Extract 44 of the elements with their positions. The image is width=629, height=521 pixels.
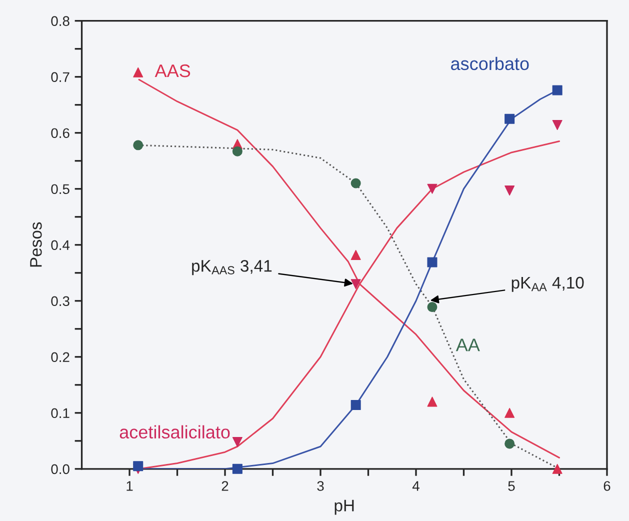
point: [552, 85, 562, 96]
y-tick-label: 0.6: [51, 128, 70, 138]
point: [350, 279, 361, 290]
x-tick-label: 5: [508, 481, 515, 491]
y-tick-label: 0.8: [51, 16, 70, 26]
point: [504, 408, 515, 418]
point: [427, 396, 438, 407]
x-tick-label: 4: [412, 481, 420, 491]
annotation: pK$_{AA}$ 4,10: [512, 276, 584, 292]
y-tick-label: 0.7: [51, 72, 70, 82]
y-axis-title: Pesos: [30, 222, 42, 267]
annotation: pK$_{AAS}$ 3,41: [192, 260, 272, 276]
x-tick-label: 1: [126, 481, 133, 491]
x-tick-label: 3: [317, 481, 324, 491]
series-label: acetilsalicilato: [120, 425, 230, 439]
point: [504, 114, 515, 124]
point: [133, 140, 144, 150]
y-tick-label: 0.0: [51, 464, 70, 474]
point: [427, 257, 438, 268]
point: [427, 302, 438, 312]
point: [350, 400, 361, 410]
point: [552, 120, 562, 130]
y-tick-label: 0.2: [51, 352, 70, 362]
point: [504, 186, 515, 196]
x-tick-label: 6: [604, 481, 610, 491]
point: [504, 438, 515, 449]
point: [232, 146, 242, 156]
point: [350, 250, 361, 260]
point: [552, 464, 562, 474]
y-tick-label: 0.4: [51, 240, 70, 250]
y-tick-label: 0.1: [51, 408, 70, 418]
series-label: AAS: [154, 64, 190, 78]
point: [232, 437, 242, 448]
point: [427, 184, 438, 194]
point: [133, 461, 144, 472]
point: [350, 178, 361, 188]
series-label: ascorbato: [451, 56, 529, 70]
point: [133, 67, 144, 78]
x-axis-title: pH: [334, 500, 354, 515]
point: [232, 464, 242, 474]
y-tick-label: 0.3: [51, 296, 70, 306]
series-label: AA: [456, 338, 480, 352]
y-tick-label: 0.5: [51, 184, 70, 194]
x-tick-label: 2: [222, 481, 228, 491]
